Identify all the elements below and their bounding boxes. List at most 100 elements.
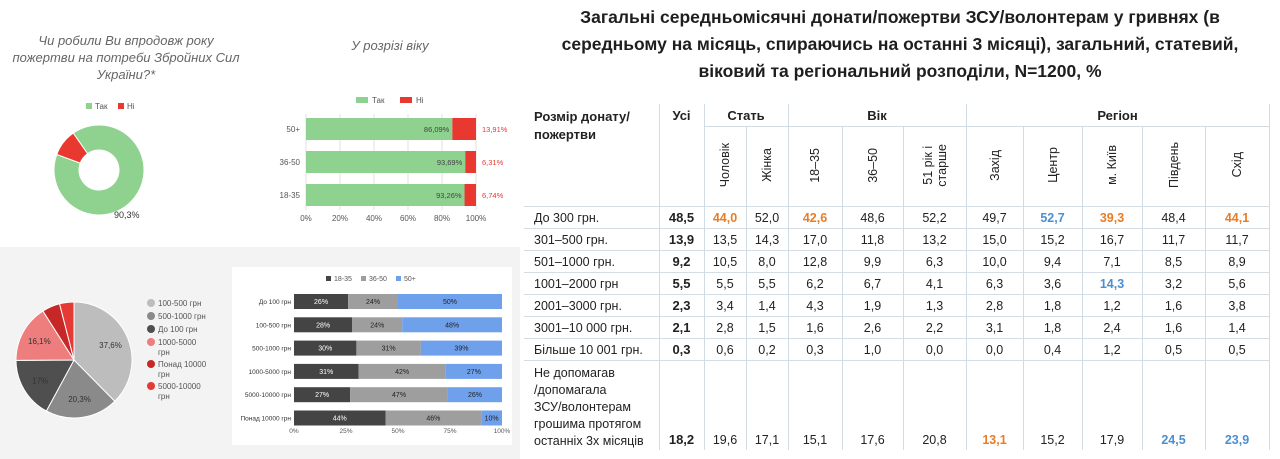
subheader-label: 51 рік і старше xyxy=(920,143,949,187)
table-row: 301–500 грн. 13,9 13,5 14,3 17,0 11,8 13,2 15,0… xyxy=(524,228,1270,251)
table-cell: 17,1 xyxy=(746,360,789,450)
bar-segment xyxy=(294,410,386,426)
table-cell: 1,6 xyxy=(1142,316,1206,339)
table-cell: 0,5 xyxy=(1142,338,1206,361)
row-label: 501–1000 грн. xyxy=(524,250,660,273)
table-cell: 6,2 xyxy=(788,272,843,295)
table-cell: 15,2 xyxy=(1023,228,1083,251)
table-row: 1001–2000 грн 5,5 5,5 5,5 6,2 6,7 4,1 6,3 3,6 14,… xyxy=(524,272,1270,295)
table-cell: 17,6 xyxy=(842,360,904,450)
table-cell: 16,7 xyxy=(1082,228,1143,251)
donut-value-label: 90,3% xyxy=(114,210,140,220)
bar-segment xyxy=(352,317,403,333)
legend-label: 500-1000 грн xyxy=(158,312,206,321)
table-cell: 11,8 xyxy=(842,228,904,251)
table-cell: 44,1 xyxy=(1205,206,1270,229)
legend-label-no: Ні xyxy=(127,102,135,111)
legend-swatch xyxy=(147,360,155,368)
table-cell: 0,6 xyxy=(704,338,747,361)
pie-slice xyxy=(45,359,116,419)
amount-pie-chart: 37,6% 20,3% 17% 16,1% 100-500 грн 500-1000 гр… xyxy=(15,299,207,419)
header-row-1: Розмір донату/пожертви Усі Стать Вік Рег… xyxy=(524,104,1270,207)
legend-swatch xyxy=(396,276,401,281)
table-row: 2001–3000 грн. 2,3 3,4 1,4 4,3 1,9 1,3 2,8 1,8 1,… xyxy=(524,294,1270,317)
table-cell: 1,8 xyxy=(1023,294,1083,317)
bar-label: 47% xyxy=(392,392,406,399)
legend-label: 1000-5000 xyxy=(158,338,197,347)
table-cell: 24,5 xyxy=(1142,360,1206,450)
bar-segment xyxy=(481,410,502,426)
bar-label: 31% xyxy=(319,369,333,376)
bar-segment xyxy=(350,387,448,403)
table-row: До 300 грн. 48,5 44,0 52,0 42,6 48,6 52,2 49,7 5… xyxy=(524,206,1270,229)
subheader-cell: 18–35 xyxy=(788,126,843,207)
pie-slice xyxy=(15,310,75,361)
table-cell: 1,4 xyxy=(1205,316,1270,339)
table-cell: 52,0 xyxy=(746,206,789,229)
subheader-cell: 51 рік і старше xyxy=(903,126,967,207)
donut-slice-yes xyxy=(53,124,145,216)
table-row-last: Не допомагав/допомагала ЗСУ/волонтерам гро… xyxy=(524,360,1270,450)
question-title: Чи робили Ви впродовж року пожертви на п… xyxy=(12,33,240,82)
x-tick-label: 80% xyxy=(434,214,450,223)
legend-swatch xyxy=(147,312,155,320)
legend-label: До 100 грн xyxy=(158,325,198,334)
table-cell: 1,4 xyxy=(746,294,789,317)
x-tick-label: 60% xyxy=(400,214,416,223)
legend-label: Понад 10000 xyxy=(158,360,207,369)
table-cell: 5,5 xyxy=(704,272,747,295)
table-cell: 42,6 xyxy=(788,206,843,229)
table-cell: 20,8 xyxy=(903,360,967,450)
subheader-cell: Жінка xyxy=(746,126,789,207)
bar-label: 30% xyxy=(318,346,332,353)
x-tick-label: 0% xyxy=(300,214,312,223)
bar-label: 48% xyxy=(445,322,459,329)
table-cell: 19,6 xyxy=(704,360,747,450)
row-label: 301–500 грн. xyxy=(524,228,660,251)
pie-slice-label: 37,6% xyxy=(99,341,122,350)
subheader-label: Чоловік xyxy=(718,142,732,188)
bar-segment xyxy=(398,294,502,309)
legend-swatch xyxy=(147,338,155,346)
table-cell: 0,0 xyxy=(903,338,967,361)
subheader-cell: Захід xyxy=(966,126,1024,207)
legend-swatch xyxy=(147,299,155,307)
region-header: Регіон xyxy=(966,104,1270,127)
bar-label-yes: 86,09% xyxy=(424,125,450,134)
row-label-line: останніх 3х місяців xyxy=(534,434,644,448)
table-cell: 23,9 xyxy=(1205,360,1270,450)
row-label-line: ЗСУ/волонтерам xyxy=(534,400,631,414)
bar-label: 10% xyxy=(485,416,499,423)
table-cell: 3,4 xyxy=(704,294,747,317)
subheader-cell: Центр xyxy=(1023,126,1083,207)
pie-slice xyxy=(73,301,133,402)
subheader-label: Центр xyxy=(1045,147,1060,183)
table-cell: 3,2 xyxy=(1142,272,1206,295)
subheader-label: Жінка xyxy=(760,148,774,182)
table-cell: 44,0 xyxy=(704,206,747,229)
row-label-line: Не допомагав xyxy=(534,366,615,380)
table-cell: 1,8 xyxy=(1023,316,1083,339)
x-tick-label: 75% xyxy=(443,428,456,435)
subheader-label: Захід xyxy=(987,149,1002,181)
x-tick-label: 100% xyxy=(494,428,511,435)
x-tick-label: 20% xyxy=(332,214,348,223)
bar-segment-no xyxy=(465,151,476,173)
table-cell: 14,3 xyxy=(746,228,789,251)
table-cell: 5,6 xyxy=(1205,272,1270,295)
legend-label: 50+ xyxy=(404,276,416,283)
sex-header: Стать xyxy=(704,104,789,127)
legend-label-yes: Так xyxy=(95,102,108,111)
table-cell: 48,6 xyxy=(842,206,904,229)
pie-slice-label: 17% xyxy=(32,376,48,385)
legend-label: грн xyxy=(158,370,170,379)
table-cell: 8,9 xyxy=(1205,250,1270,273)
bar-label-no: 6,31% xyxy=(482,158,504,167)
bar-segment xyxy=(294,317,353,333)
legend-swatch xyxy=(326,276,331,281)
bar-segment xyxy=(402,317,502,333)
table-cell: 2,8 xyxy=(966,294,1024,317)
all-value: 2,1 xyxy=(659,316,705,339)
x-tick-label: 25% xyxy=(339,428,352,435)
row-label-line: /допомагала xyxy=(534,383,607,397)
